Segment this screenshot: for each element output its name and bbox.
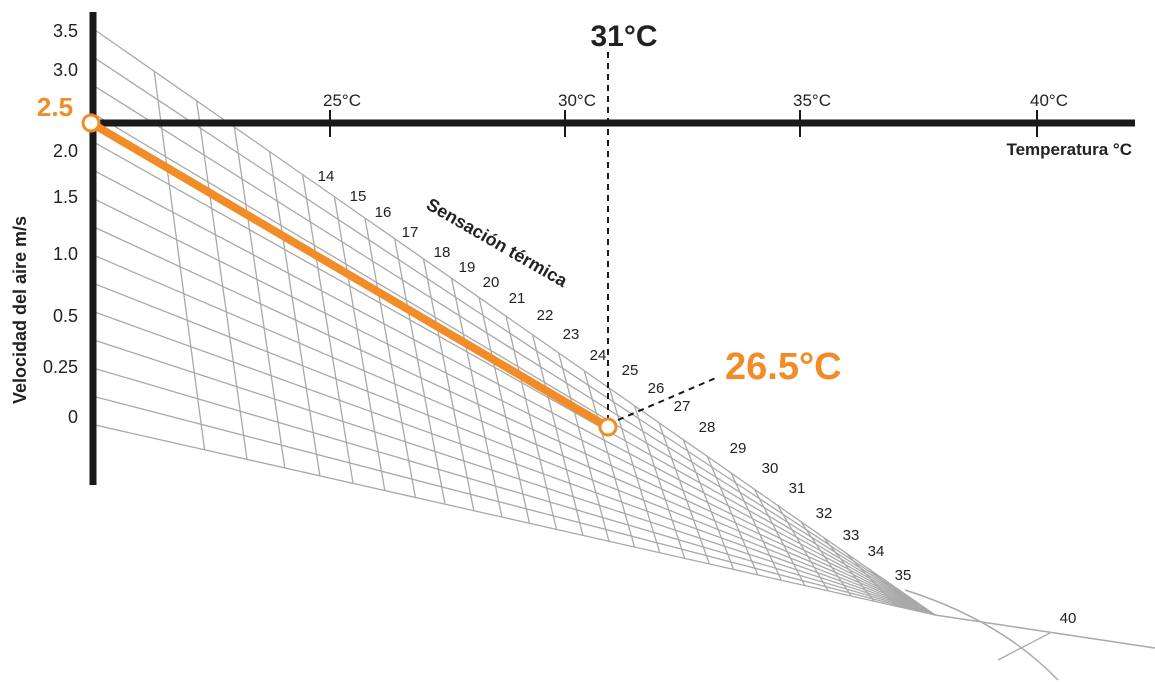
grid-ray-line (94, 85, 936, 616)
grid-cross-line (450, 278, 503, 518)
grid-cross-line (505, 316, 558, 530)
grid-cross-line (195, 100, 248, 460)
grid-cross-line (912, 599, 936, 616)
y-tick-label: 2.0 (53, 141, 78, 161)
grid-tail-line (934, 614, 1155, 649)
x-tick-label: 25°C (323, 91, 361, 110)
air-speed-value-label: 2.5 (37, 92, 73, 122)
nomogram-grid (94, 29, 1155, 681)
grid-cross-line (823, 537, 875, 602)
y-tick-label: 1.0 (53, 244, 78, 264)
grid-ray-line (94, 255, 936, 616)
grid-cross-line (706, 456, 759, 576)
y-tick-label: 3.0 (53, 60, 78, 80)
result-leader-line (617, 376, 719, 421)
air-speed-point (81, 113, 101, 133)
grid-cross-line (633, 405, 686, 559)
sensation-value-label: 34 (868, 543, 885, 560)
sensation-value-label: 30 (762, 460, 779, 477)
result-value-label: 26.5°C (725, 346, 842, 388)
grid-ray-line (94, 396, 936, 616)
sensation-value-label: 27 (674, 398, 691, 415)
grid-ray-line (94, 57, 936, 616)
sensation-value-label: 33 (843, 527, 860, 544)
grid-ray-line (94, 283, 936, 616)
sensation-value-label: 28 (699, 419, 716, 436)
grid-cross-line (422, 258, 475, 511)
grid-cross-line (800, 521, 852, 597)
grid-cross-line (730, 472, 782, 581)
grid-cross-line (753, 488, 806, 586)
grid-tail-cross (997, 632, 1051, 661)
grid-cross-line (393, 238, 446, 505)
sensation-value-label: 17 (402, 224, 419, 241)
grid-cross-line (583, 370, 636, 548)
x-axis-title: Temperatura °C (1006, 140, 1132, 159)
example-path-line (87, 119, 612, 431)
grid-ray-line (94, 424, 936, 616)
grid-cross-line (268, 151, 321, 476)
sensation-value-label: 20 (483, 274, 500, 291)
sensation-value-label: 35 (895, 567, 912, 584)
grid-cross-line (364, 217, 417, 498)
y-tick-label: 0 (68, 407, 78, 427)
x-tick-label: 40°C (1030, 91, 1068, 110)
y-axis-ticks: 3.5 3.0 2.0 1.5 1.0 0.5 0.25 0 (43, 21, 78, 427)
grid-ray-line (94, 339, 936, 616)
grid-cross-line (608, 388, 661, 553)
sensation-value-label: 32 (816, 505, 833, 522)
grid-ray-line (94, 114, 936, 616)
sensation-value-label: 24 (590, 347, 607, 364)
sensation-value-label: 23 (563, 326, 580, 343)
sensation-value-label: 40 (1060, 610, 1077, 627)
y-axis-title: Velocidad del aire m/s (10, 216, 30, 404)
grid-tail-curve (904, 589, 1059, 681)
y-tick-label: 0.5 (53, 306, 78, 326)
sensation-value-label: 29 (730, 440, 747, 457)
grid-cross-line (302, 174, 354, 484)
result-point (598, 417, 618, 437)
y-tick-label: 1.5 (53, 187, 78, 207)
grid-cross-line (777, 505, 829, 592)
y-tick-label: 3.5 (53, 21, 78, 41)
sensation-value-label: 15 (350, 188, 367, 205)
grid-cross-line (658, 422, 710, 565)
x-tick-label: 30°C (558, 91, 596, 110)
grid-cross-line (333, 196, 386, 491)
grid-ray-line (94, 142, 936, 616)
grid-ray-line (94, 226, 936, 616)
grid-cross-line (153, 71, 206, 450)
grid-ray-line (94, 198, 936, 616)
sensation-value-label: 21 (509, 290, 526, 307)
grid-ray-line (94, 311, 936, 616)
grid-cross-line (531, 334, 584, 536)
grid-cross-line (557, 352, 610, 542)
grid-cross-line (868, 568, 920, 612)
sensation-value-label: 22 (537, 307, 554, 324)
grid-ray-line (94, 170, 936, 616)
grid-cross-line (478, 297, 531, 524)
grid-cross-line (845, 552, 898, 607)
sensation-value-label: 16 (375, 204, 392, 221)
sensation-value-label: 18 (434, 244, 451, 261)
y-tick-label: 0.25 (43, 357, 78, 377)
sensation-value-label: 14 (318, 168, 335, 185)
sensation-labels: 14 15 16 17 18 19 20 21 22 23 24 25 26 27 28 29 30 31 32 33… (318, 168, 1077, 627)
sensation-value-label: 25 (622, 362, 639, 379)
grid-ray-line (94, 29, 936, 616)
x-tick-label: 35°C (793, 91, 831, 110)
grid-ray-line (94, 367, 936, 616)
temperature-value-label: 31°C (590, 20, 657, 53)
sensation-value-label: 31 (789, 480, 806, 497)
sensation-value-label: 19 (459, 259, 476, 276)
grid-cross-line (682, 439, 735, 570)
x-axis-ticks: 25°C 30°C 35°C 40°C (323, 91, 1068, 137)
grid-cross-line (233, 126, 286, 469)
sensation-value-label: 26 (648, 380, 665, 397)
